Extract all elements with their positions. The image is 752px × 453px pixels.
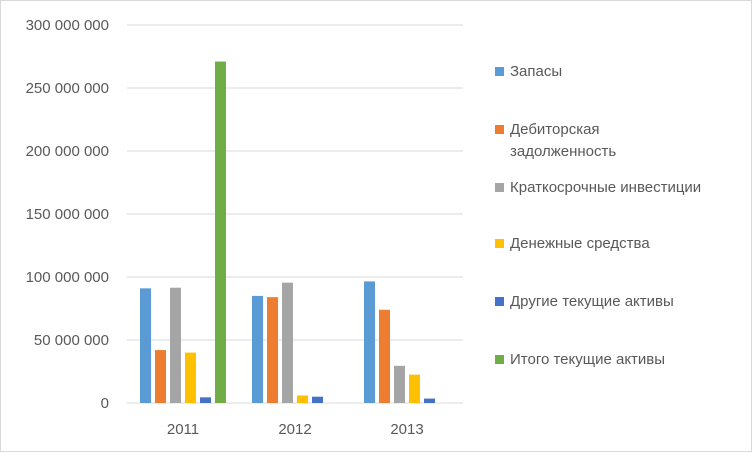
bar <box>424 398 435 403</box>
bar <box>215 61 226 403</box>
bar <box>312 396 323 403</box>
x-tick-label: 2011 <box>167 421 199 438</box>
bar <box>267 297 278 403</box>
legend-item: Запасы <box>495 61 738 83</box>
bar <box>409 374 420 403</box>
y-tick-label: 200 000 000 <box>26 143 109 160</box>
legend-label: Итого текущие активы <box>510 351 666 368</box>
y-tick-label: 50 000 000 <box>34 332 109 349</box>
bar <box>282 282 293 403</box>
legend-swatch <box>495 355 504 364</box>
legend-label: Дебиторская задолженность <box>510 121 617 160</box>
bar <box>297 395 308 403</box>
y-tick-label: 250 000 000 <box>26 80 109 97</box>
legend-swatch <box>495 125 504 134</box>
legend-item: Итого текущие активы <box>495 349 738 371</box>
legend-label: Краткосрочные инвестиции <box>510 179 702 196</box>
legend-swatch <box>495 239 504 248</box>
bar <box>170 287 181 403</box>
y-tick-label: 100 000 000 <box>26 269 109 286</box>
legend-item: Другие текущие активы <box>495 291 738 313</box>
legend-label: Другие текущие активы <box>510 293 674 310</box>
legend-swatch <box>495 183 504 192</box>
x-tick-label: 2012 <box>278 421 311 438</box>
legend-item: Денежные средства <box>495 233 738 255</box>
bar <box>364 281 375 403</box>
bar <box>379 309 390 403</box>
legend-label: Запасы <box>510 63 563 80</box>
bar <box>140 288 151 403</box>
x-tick-label: 2013 <box>390 421 423 438</box>
legend-swatch <box>495 67 504 76</box>
y-tick-label: 150 000 000 <box>26 206 109 223</box>
bar <box>200 397 211 403</box>
legend-item: Дебиторская задолженность <box>495 119 660 163</box>
y-tick-label: 0 <box>101 395 109 412</box>
legend-label: Денежные средства <box>510 235 650 252</box>
legend-item: Краткосрочные инвестиции <box>495 177 738 199</box>
bar <box>252 295 263 403</box>
y-tick-label: 300 000 000 <box>26 17 109 34</box>
bar <box>155 350 166 403</box>
bar <box>185 352 196 403</box>
bar <box>394 365 405 403</box>
legend-swatch <box>495 297 504 306</box>
